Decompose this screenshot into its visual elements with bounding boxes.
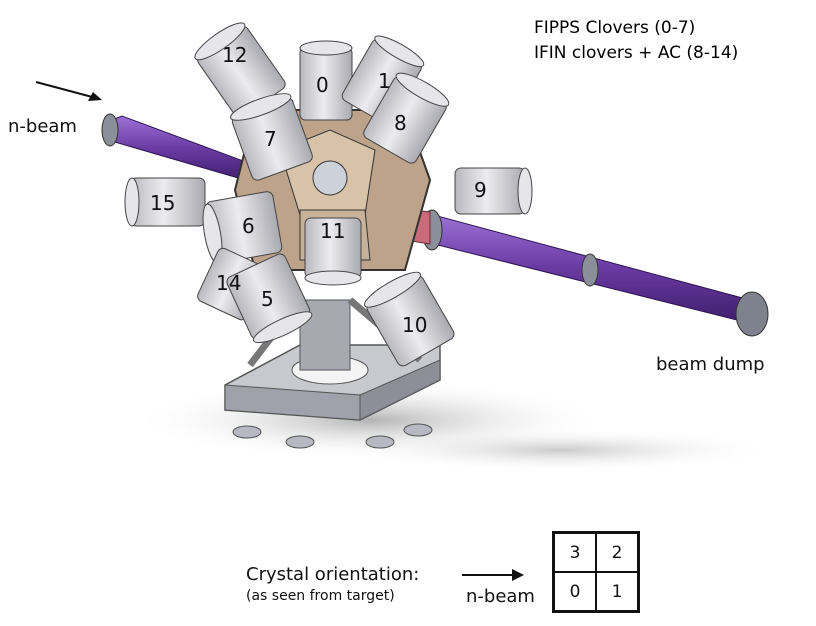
beam-arrow-bottom [462,569,524,581]
n-beam-bottom-label: n-beam [466,586,535,607]
detector-label: 1 [378,69,391,93]
crystal-cell: 1 [596,572,638,611]
detector-label: 5 [261,287,274,311]
detector-7 [230,93,313,181]
detector-labels: 12 0 1 8 7 9 15 6 11 14 5 10 [150,43,487,337]
detector-12 [194,22,286,119]
beam-arrow-top [35,81,102,101]
detector-10 [364,271,455,367]
detector-label: 12 [222,43,247,67]
detectors [124,22,533,367]
crystal-cell: 2 [596,533,638,572]
detector-label: 9 [474,178,487,202]
detector-label: 7 [264,127,277,151]
detector-11 [304,217,362,286]
n-beam-label: n-beam [8,116,77,137]
detector-label: 11 [320,219,345,243]
detector-label: 8 [394,111,407,135]
detector-label: 10 [402,313,427,337]
detector-8 [363,72,450,164]
crystal-orientation-title: Crystal orientation: [246,564,420,585]
crystal-cell: 3 [554,533,596,572]
legend-fipps: FIPPS Clovers (0-7) [534,18,696,38]
detector-label: 0 [316,73,329,97]
legend-ifin: IFIN clovers + AC (8-14) [534,43,739,63]
detector-label: 6 [242,214,255,238]
detector-15 [124,177,206,227]
crystal-grid: 3 2 0 1 [552,531,640,613]
support-stand [224,297,441,449]
crystal-orientation-subtitle: (as seen from target) [246,588,395,604]
detector-5 [226,253,313,344]
detector-6 [202,191,283,264]
detector-9 [454,167,533,215]
detector-label: 14 [216,271,241,295]
detector-label: 15 [150,191,175,215]
beam-dump-label: beam dump [656,354,765,375]
floor-shadow-trail [340,428,780,472]
legend: FIPPS Clovers (0-7) IFIN clovers + AC (8… [534,16,738,66]
crystal-cell: 0 [554,572,596,611]
